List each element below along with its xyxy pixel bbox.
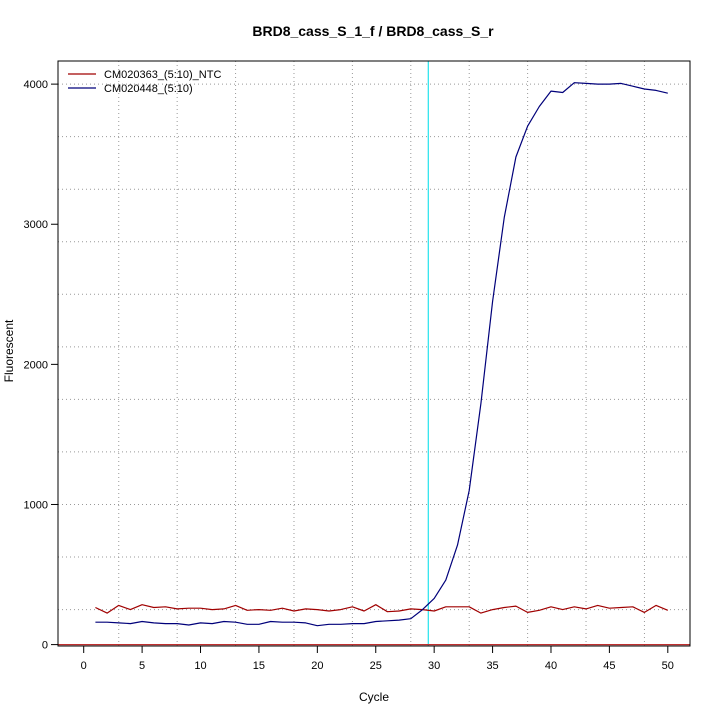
series-line-2 bbox=[95, 82, 668, 627]
x-tick-label: 50 bbox=[662, 660, 674, 672]
x-tick-label: 15 bbox=[253, 660, 265, 672]
grid-lines bbox=[58, 61, 690, 646]
x-tick-label: 20 bbox=[311, 660, 323, 672]
legend-label-2: CM020448_(5:10) bbox=[104, 83, 193, 95]
y-tick-label: 1000 bbox=[24, 499, 48, 511]
x-tick-label: 40 bbox=[545, 660, 557, 672]
series-line-1 bbox=[95, 604, 669, 614]
legend: CM020363_(5:10)_NTC CM020448_(5:10) bbox=[68, 69, 221, 95]
x-tick-label: 5 bbox=[139, 660, 145, 672]
plot-frame bbox=[57, 60, 691, 647]
y-tick-label: 3000 bbox=[24, 219, 48, 231]
x-tick-label: 30 bbox=[428, 660, 440, 672]
x-tick-label: 0 bbox=[81, 660, 87, 672]
legend-label-1: CM020363_(5:10)_NTC bbox=[104, 69, 221, 81]
x-axis: 0 5 10 15 20 25 30 35 40 45 50 bbox=[81, 646, 674, 672]
y-axis: 0 1000 2000 3000 4000 bbox=[24, 79, 58, 652]
chart-title: BRD8_cass_S_1_f / BRD8_cass_S_r bbox=[252, 23, 494, 39]
x-tick-label: 35 bbox=[486, 660, 498, 672]
y-tick-label: 2000 bbox=[24, 359, 48, 371]
y-axis-label: Fluorescent bbox=[2, 319, 16, 382]
x-tick-label: 10 bbox=[194, 660, 206, 672]
x-tick-label: 25 bbox=[370, 660, 382, 672]
y-tick-label: 4000 bbox=[24, 79, 48, 91]
x-axis-label: Cycle bbox=[359, 690, 389, 704]
reference-lines bbox=[58, 61, 690, 646]
y-tick-label: 0 bbox=[42, 640, 48, 652]
x-tick-label: 45 bbox=[603, 660, 615, 672]
data-series bbox=[95, 82, 669, 627]
